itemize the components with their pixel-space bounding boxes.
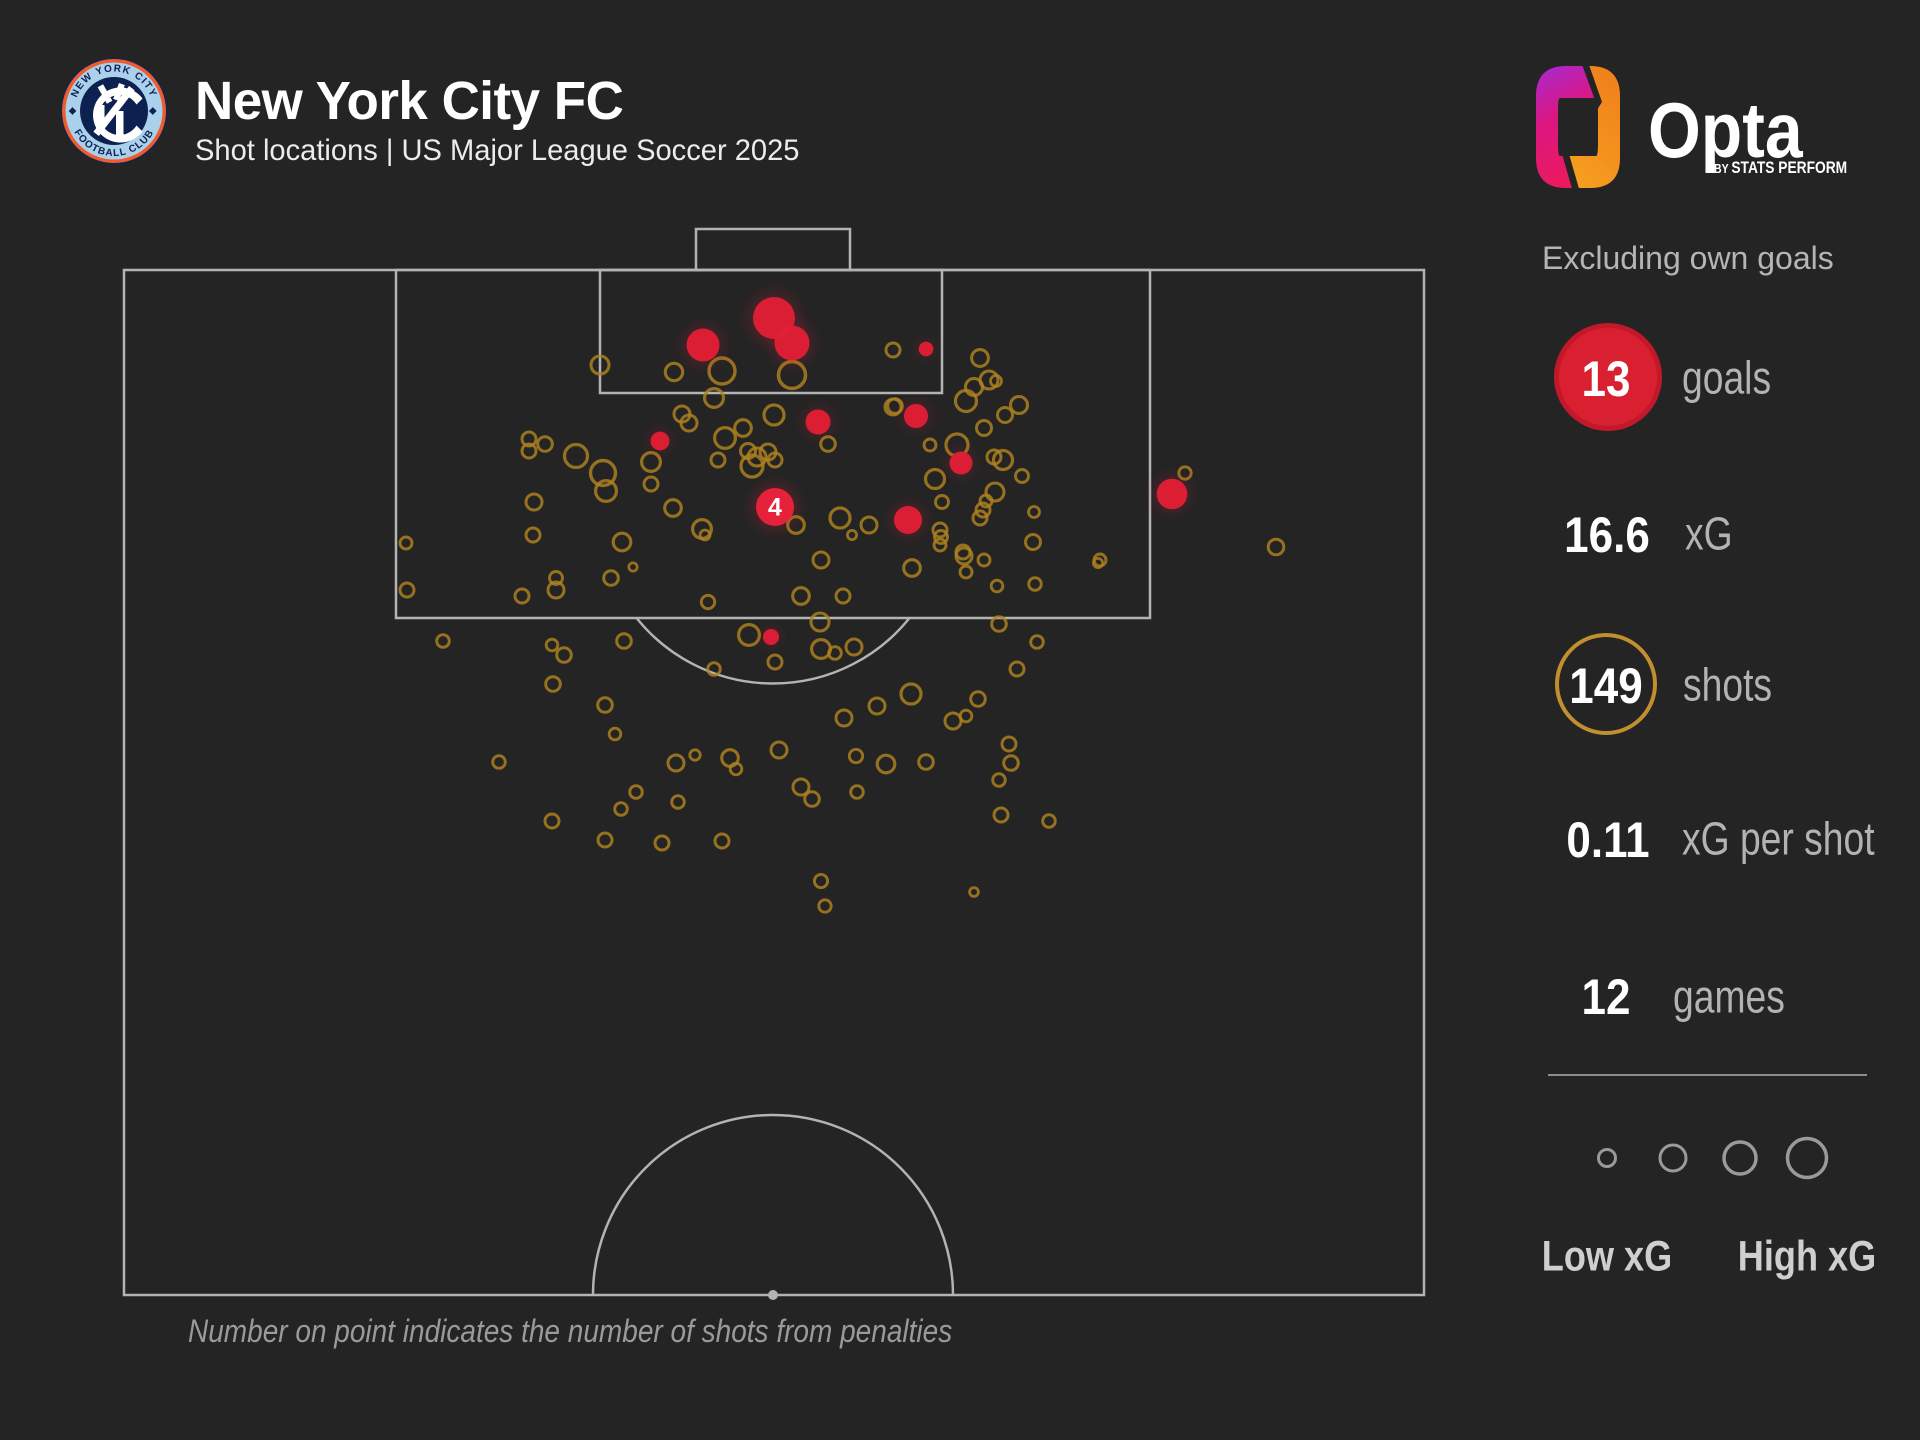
svg-text:4: 4 [768,494,782,522]
